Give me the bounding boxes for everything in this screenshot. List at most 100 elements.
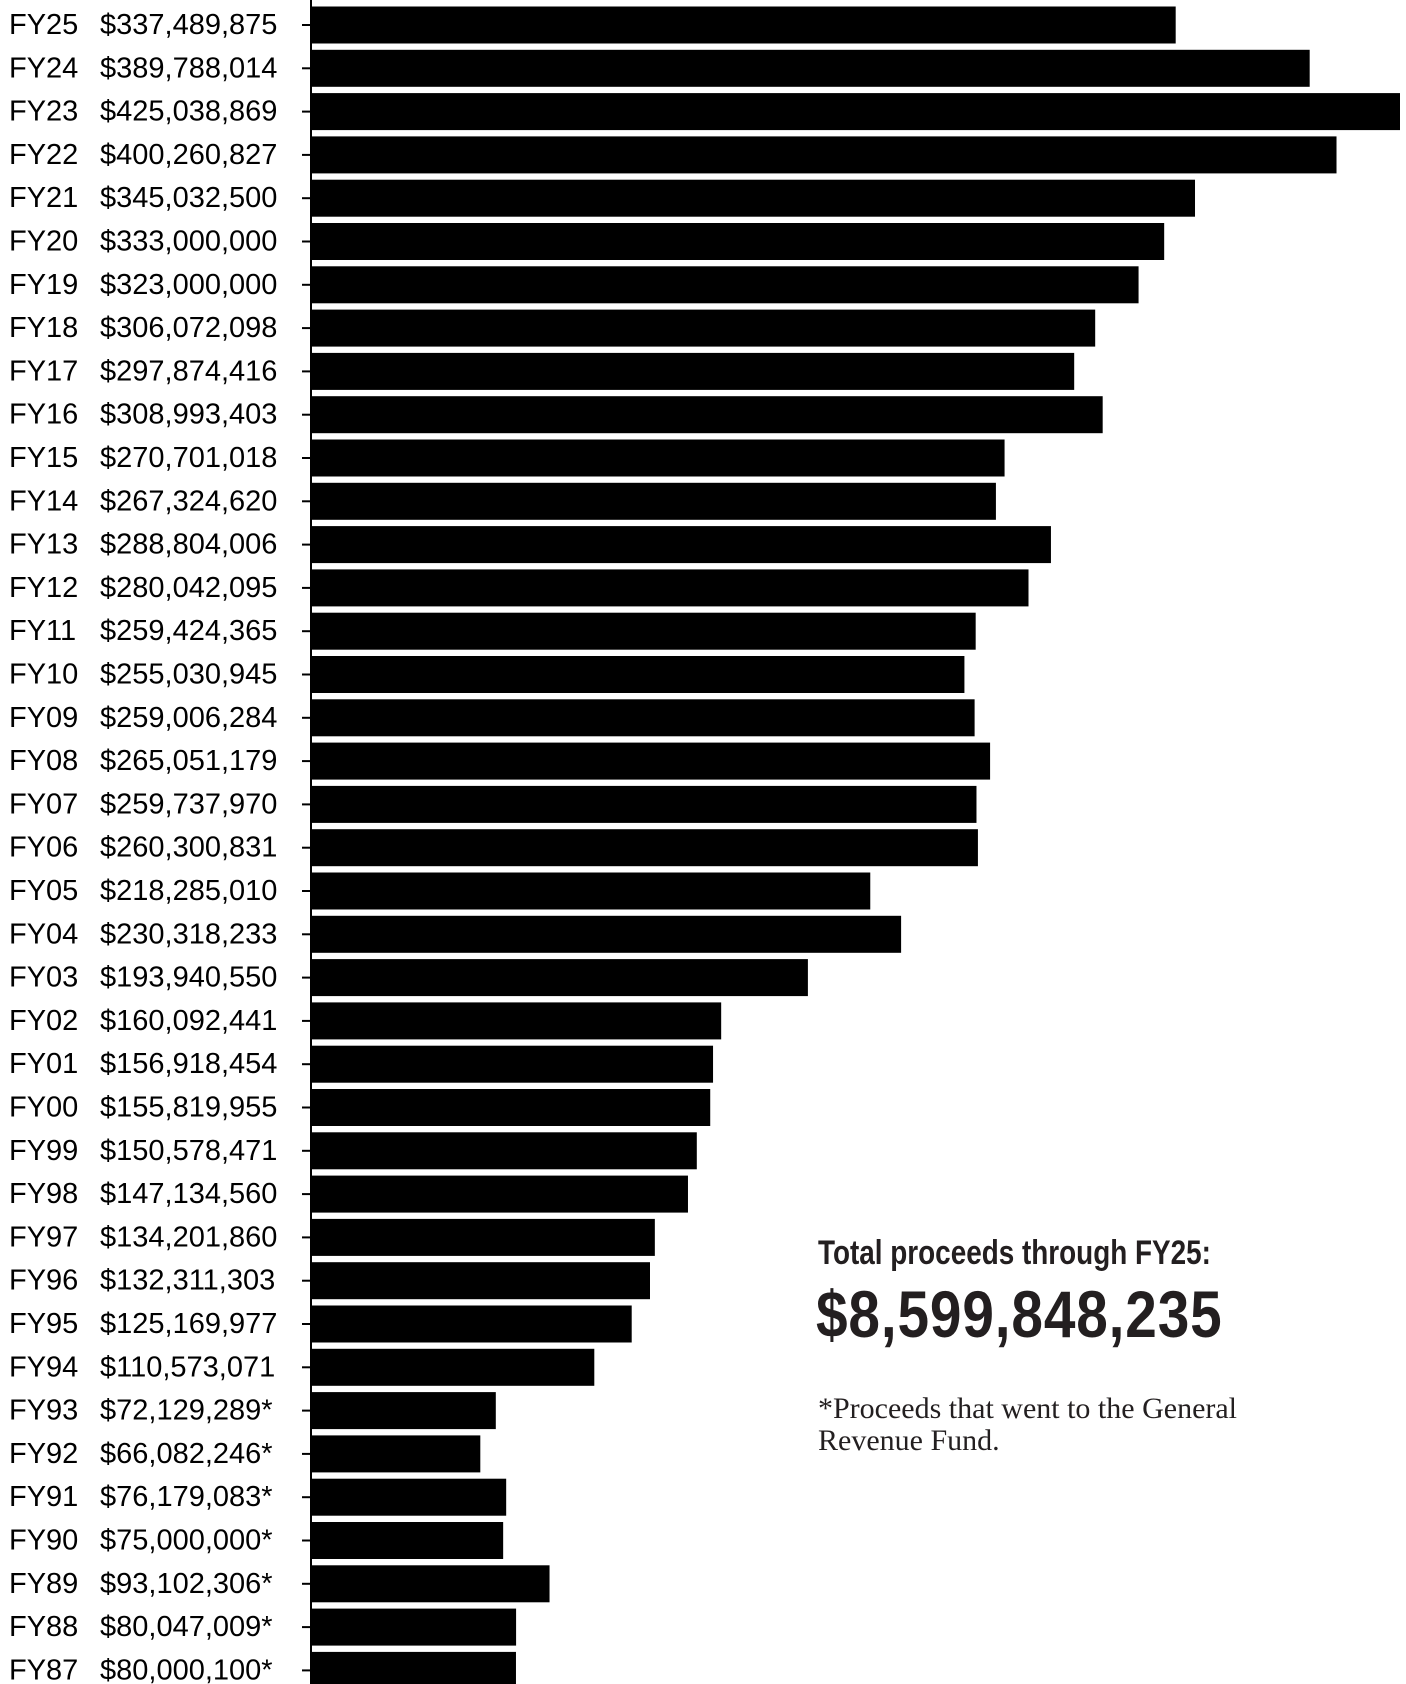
bar-fy92 (311, 1435, 481, 1473)
bar-fy16 (311, 396, 1103, 434)
category-label: FY95 (9, 1308, 78, 1340)
bar-fy97 (311, 1218, 655, 1256)
bar-fy20 (311, 223, 1165, 260)
category-label: FY96 (9, 1265, 78, 1297)
bar-fy98 (311, 1175, 688, 1213)
category-label: FY14 (9, 485, 78, 517)
bar-fy08 (311, 742, 991, 780)
bar-fy94 (311, 1348, 595, 1386)
bar-fy09 (311, 699, 975, 737)
value-label: $345,032,500 (100, 182, 277, 214)
category-label: FY94 (9, 1351, 78, 1383)
category-label: FY91 (9, 1481, 78, 1513)
value-label: $72,129,289* (100, 1395, 273, 1427)
category-label: FY07 (9, 788, 78, 820)
bar-fy21 (311, 179, 1196, 217)
bar-fy06 (311, 829, 978, 867)
bar-fy03 (311, 959, 808, 997)
bar-fy04 (311, 915, 902, 953)
category-label: FY99 (9, 1135, 78, 1167)
bar-fy93 (311, 1392, 496, 1430)
bar-fy14 (311, 482, 996, 520)
value-label: $280,042,095 (100, 572, 277, 604)
value-label: $389,788,014 (100, 52, 277, 84)
bar-fy87 (311, 1651, 516, 1684)
bar-fy18 (311, 309, 1096, 347)
total-proceeds-value: $8,599,848,235 (816, 1277, 1223, 1351)
value-label: $147,134,560 (100, 1178, 277, 1210)
category-label: FY09 (9, 702, 78, 734)
category-label: FY24 (9, 52, 78, 84)
value-label: $125,169,977 (100, 1308, 277, 1340)
bar-fy10 (311, 656, 965, 693)
bar-fy12 (311, 569, 1029, 607)
value-label: $323,000,000 (100, 269, 277, 301)
category-label: FY97 (9, 1221, 78, 1253)
category-label: FY06 (9, 832, 78, 864)
category-label: FY04 (9, 918, 78, 950)
bar-fy07 (311, 785, 977, 823)
value-label: $156,918,454 (100, 1048, 277, 1080)
bar-fy89 (311, 1565, 550, 1603)
bar-fy90 (311, 1522, 504, 1559)
category-label: FY01 (9, 1048, 78, 1080)
value-label: $193,940,550 (100, 962, 277, 994)
category-label: FY10 (9, 659, 78, 691)
value-label: $267,324,620 (100, 485, 277, 517)
category-label: FY16 (9, 399, 78, 431)
value-label: $80,047,009* (100, 1611, 273, 1643)
value-label: $259,006,284 (100, 702, 277, 734)
category-label: FY03 (9, 962, 78, 994)
category-label: FY98 (9, 1178, 78, 1210)
bar-fy01 (311, 1045, 714, 1083)
value-label: $80,000,100* (100, 1654, 273, 1684)
bar-fy05 (311, 872, 871, 910)
category-label: FY90 (9, 1525, 78, 1557)
value-label: $308,993,403 (100, 399, 277, 431)
bar-fy23 (311, 93, 1400, 131)
category-label: FY12 (9, 572, 78, 604)
category-label: FY89 (9, 1568, 78, 1600)
value-label: $265,051,179 (100, 745, 277, 777)
category-label: FY20 (9, 226, 78, 258)
value-label: $155,819,955 (100, 1092, 277, 1124)
category-label: FY05 (9, 875, 78, 907)
bar-fy19 (311, 266, 1139, 304)
value-label: $150,578,471 (100, 1135, 277, 1167)
value-label: $75,000,000* (100, 1525, 273, 1557)
bar-fy88 (311, 1608, 517, 1646)
bar-fy15 (311, 439, 1005, 477)
category-label: FY93 (9, 1395, 78, 1427)
bar-fy24 (311, 49, 1310, 87)
value-label: $255,030,945 (100, 659, 277, 691)
bar-fy96 (311, 1262, 650, 1300)
value-label: $337,489,875 (100, 9, 277, 41)
category-label: FY00 (9, 1092, 78, 1124)
category-label: FY87 (9, 1654, 78, 1684)
value-label: $160,092,441 (100, 1005, 277, 1037)
value-label: $333,000,000 (100, 226, 277, 258)
value-label: $259,424,365 (100, 615, 277, 647)
value-label: $306,072,098 (100, 312, 277, 344)
category-label: FY88 (9, 1611, 78, 1643)
bar-fy13 (311, 526, 1051, 564)
category-label: FY11 (9, 615, 76, 647)
category-label: FY13 (9, 529, 78, 561)
bar-fy99 (311, 1132, 697, 1170)
value-label: $132,311,303 (100, 1265, 275, 1297)
bar-fy95 (311, 1305, 632, 1343)
bar-fy22 (311, 136, 1337, 174)
bar-fy02 (311, 1002, 722, 1040)
value-label: $425,038,869 (100, 96, 277, 128)
category-label: FY18 (9, 312, 78, 344)
value-label: $260,300,831 (100, 832, 277, 864)
value-label: $93,102,306* (100, 1568, 273, 1600)
footnote: *Proceeds that went to the General Reven… (818, 1392, 1238, 1457)
value-label: $230,318,233 (100, 918, 277, 950)
value-label: $134,201,860 (100, 1221, 277, 1253)
value-label: $400,260,827 (100, 139, 277, 171)
category-label: FY02 (9, 1005, 78, 1037)
bar-fy00 (311, 1089, 711, 1126)
category-label: FY22 (9, 139, 78, 171)
